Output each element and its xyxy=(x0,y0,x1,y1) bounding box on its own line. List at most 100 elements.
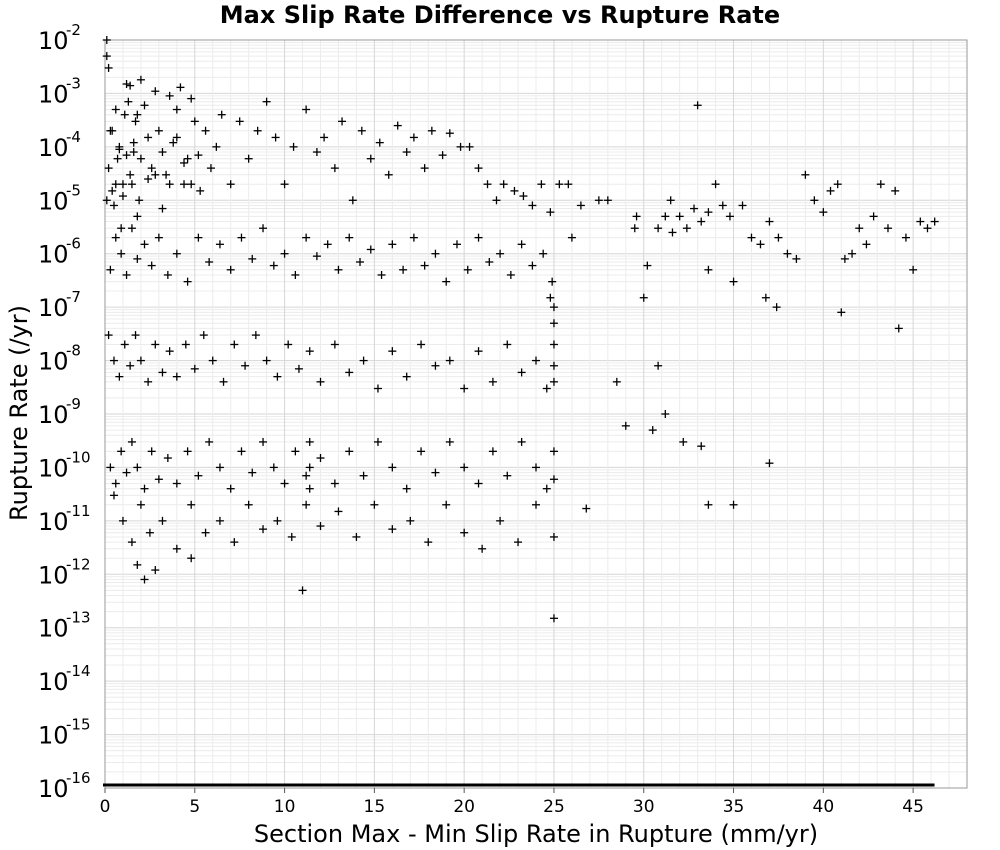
y-tick-label-exponent: -11 xyxy=(66,502,91,520)
data-point xyxy=(488,377,497,386)
data-point xyxy=(262,356,271,365)
data-point xyxy=(801,170,810,179)
data-point xyxy=(894,324,903,333)
data-point xyxy=(366,154,375,163)
data-point xyxy=(154,126,163,135)
data-point xyxy=(549,319,558,328)
y-tick-label-exponent: -4 xyxy=(66,128,81,146)
data-point xyxy=(517,368,526,377)
data-point xyxy=(127,224,136,233)
data-point xyxy=(147,261,156,270)
data-point xyxy=(109,356,118,365)
data-point xyxy=(106,265,115,274)
x-tick-label: 30 xyxy=(633,797,655,817)
data-point xyxy=(131,331,140,340)
data-point xyxy=(442,500,451,509)
data-point xyxy=(496,249,505,258)
data-point xyxy=(366,245,375,254)
data-point xyxy=(356,257,365,266)
data-point xyxy=(158,204,167,213)
data-point xyxy=(133,212,142,221)
data-point xyxy=(675,212,684,221)
data-point xyxy=(668,228,677,237)
data-point xyxy=(158,368,167,377)
data-point xyxy=(840,254,849,263)
data-point xyxy=(219,377,228,386)
data-point xyxy=(345,233,354,242)
data-point xyxy=(474,233,483,242)
data-point xyxy=(679,437,688,446)
data-point xyxy=(431,249,440,258)
y-tick-label-exponent: -5 xyxy=(66,181,81,199)
y-tick-label-exponent: -8 xyxy=(66,342,81,360)
data-point xyxy=(747,233,756,242)
data-point xyxy=(855,224,864,233)
data-point xyxy=(555,180,564,189)
data-point xyxy=(291,447,300,456)
data-point xyxy=(251,331,260,340)
plot-area xyxy=(104,39,968,789)
data-point xyxy=(528,201,537,210)
data-point xyxy=(108,126,117,135)
data-point xyxy=(284,340,293,349)
data-point xyxy=(345,447,354,456)
data-point xyxy=(474,479,483,488)
data-point xyxy=(140,484,149,493)
data-point xyxy=(226,484,235,493)
data-point xyxy=(483,180,492,189)
data-point xyxy=(215,516,224,525)
data-point xyxy=(126,170,135,179)
data-point xyxy=(485,257,494,266)
data-point xyxy=(704,208,713,217)
y-tick-label-exponent: -3 xyxy=(66,74,81,92)
data-point xyxy=(729,277,738,286)
data-point xyxy=(783,249,792,258)
data-point xyxy=(126,81,135,90)
data-point xyxy=(463,265,472,274)
data-point xyxy=(144,133,153,142)
data-point xyxy=(104,63,113,72)
x-tick-label: 45 xyxy=(902,797,924,817)
y-tick-label-exponent: -2 xyxy=(66,21,81,39)
data-point xyxy=(406,516,415,525)
data-point xyxy=(302,105,311,114)
data-point xyxy=(312,148,321,157)
data-point xyxy=(316,377,325,386)
data-point xyxy=(187,94,196,103)
data-point xyxy=(117,224,126,233)
data-point xyxy=(564,180,573,189)
data-point xyxy=(427,126,436,135)
y-tick-label-exponent: -16 xyxy=(66,769,91,787)
y-tick-label-exponent: -6 xyxy=(66,235,81,253)
data-point xyxy=(442,277,451,286)
data-point xyxy=(359,356,368,365)
data-point xyxy=(172,544,181,553)
data-point xyxy=(104,331,113,340)
data-point xyxy=(154,475,163,484)
data-point xyxy=(187,554,196,563)
y-tick-label-exponent: -7 xyxy=(66,288,81,306)
data-point xyxy=(402,372,411,381)
data-point xyxy=(244,500,253,509)
x-axis-ticks: 0 5 10 15 20 25 30 35 40 45 xyxy=(100,788,924,817)
data-point xyxy=(323,240,332,249)
y-tick-label-base: 10 xyxy=(38,668,69,696)
data-point xyxy=(190,364,199,373)
data-point xyxy=(226,180,235,189)
data-point xyxy=(248,254,257,263)
data-point xyxy=(298,586,307,595)
data-point xyxy=(144,175,153,184)
data-point xyxy=(549,447,558,456)
data-point xyxy=(151,87,160,96)
data-point xyxy=(693,101,702,110)
x-tick-label: 35 xyxy=(723,797,745,817)
data-point xyxy=(549,614,558,623)
data-point xyxy=(542,484,551,493)
data-point xyxy=(140,575,149,584)
x-tick-label: 15 xyxy=(364,797,386,817)
data-point xyxy=(126,361,135,370)
data-point xyxy=(445,129,454,138)
data-point xyxy=(345,368,354,377)
data-point xyxy=(869,212,878,221)
data-point xyxy=(819,208,828,217)
